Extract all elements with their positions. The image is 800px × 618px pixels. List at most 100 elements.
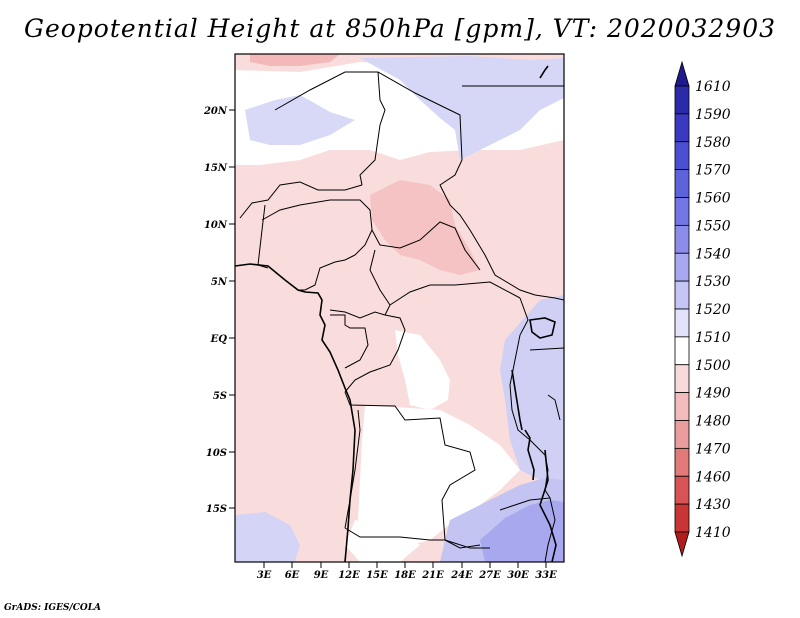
blue-region-southeast-dark <box>480 500 564 562</box>
colorbar-segment <box>674 364 690 394</box>
colorbar-top-triangle <box>674 60 690 87</box>
border-car-2 <box>389 281 521 306</box>
colorbar-segment <box>674 308 690 338</box>
map-frame <box>234 53 565 563</box>
lat-label: 5S <box>213 391 227 402</box>
colorbar-label: 1540 <box>695 246 731 262</box>
colorbar-label: 1570 <box>695 163 731 179</box>
colorbar-label: 1520 <box>695 302 731 318</box>
colorbar-segment <box>674 85 690 115</box>
colorbar-segment <box>674 420 690 449</box>
lat-label: 15S <box>206 504 227 515</box>
lon-label: 33E <box>535 570 557 581</box>
coastline-red-sea <box>539 65 549 79</box>
white-region-south <box>358 405 520 548</box>
colorbar: 1610 1590 1580 1570 1560 1550 1540 1530 1520 1510… <box>674 60 731 558</box>
colorbar-segment <box>674 392 690 421</box>
border-east-2 <box>529 347 564 351</box>
country-borders <box>239 71 564 562</box>
lon-label: 24E <box>450 570 473 581</box>
blue-region-east <box>500 295 564 490</box>
colorbar-segment <box>674 503 690 533</box>
colorbar-segment <box>674 169 690 198</box>
colorbar-segment <box>674 280 690 310</box>
lon-label: 30E <box>507 570 529 581</box>
colorbar-segment <box>674 447 690 477</box>
coastlines <box>235 65 557 562</box>
border-south <box>444 539 481 549</box>
border-north-2 <box>359 71 386 186</box>
grads-credit: GrADS: IGES/COLA <box>4 603 102 613</box>
lon-ticks <box>263 562 547 568</box>
colorbar-label: 1580 <box>695 135 731 151</box>
colorbar-segment <box>674 113 690 143</box>
colorbar-segment <box>674 252 690 282</box>
lon-label: 12E <box>338 570 360 581</box>
border-cameroon <box>298 254 356 291</box>
border-nigeria-2 <box>261 199 373 256</box>
colorbar-label: 1590 <box>695 107 731 123</box>
coastline-west-africa <box>235 263 356 562</box>
border-congo <box>329 309 406 393</box>
coastline-lakes-1 <box>511 369 523 431</box>
geopotential-field <box>235 54 564 562</box>
colorbar-label: 1410 <box>695 525 731 541</box>
lat-label: 10S <box>206 448 227 459</box>
border-gabon <box>330 314 369 369</box>
pink-region-center <box>370 180 480 275</box>
lat-label: 10N <box>204 220 228 231</box>
border-chad-car <box>371 221 481 271</box>
colorbar-segment <box>674 475 690 505</box>
lat-label: 5N <box>211 277 228 288</box>
white-region-coast <box>345 520 420 562</box>
colorbar-label: 1470 <box>695 441 731 457</box>
lon-labels: 3E 6E 9E 12E 15E 18E 21E 24E 27E 30E 33E <box>257 570 557 581</box>
colorbar-segment <box>674 197 690 226</box>
white-region-east <box>395 330 450 410</box>
lat-label: 15N <box>204 163 228 174</box>
colorbar-label: 1530 <box>695 274 731 290</box>
lon-label: 15E <box>366 570 388 581</box>
lon-label: 3E <box>257 570 272 581</box>
border-east-3 <box>547 394 561 421</box>
border-nigeria <box>257 204 269 269</box>
border-angola-west <box>344 409 361 529</box>
border-chad-niger <box>239 181 363 219</box>
lat-label: EQ <box>210 334 228 345</box>
coastline-east <box>539 449 557 562</box>
colorbar-bottom-triangle <box>674 531 690 558</box>
lon-label: 18E <box>394 570 416 581</box>
colorbar-label: 1510 <box>695 330 731 346</box>
colorbar-label: 1460 <box>695 469 731 485</box>
colorbar-segment <box>674 141 690 171</box>
lon-label: 6E <box>285 570 300 581</box>
colorbar-label: 1490 <box>695 386 731 402</box>
border-east <box>534 294 564 301</box>
lon-label: 21E <box>421 570 444 581</box>
colorbar-label: 1550 <box>695 218 731 234</box>
border-angola <box>344 391 476 541</box>
colorbar-label: 1480 <box>695 414 731 430</box>
lat-label: 20N <box>203 106 228 117</box>
colorbar-label: 1610 <box>695 79 731 95</box>
blue-region-northeast <box>360 56 564 160</box>
lon-label: 27E <box>478 570 501 581</box>
lat-ticks <box>229 109 235 509</box>
colorbar-segment <box>674 224 690 254</box>
coastline-lakes-2 <box>524 429 535 481</box>
lon-label: 9E <box>314 570 329 581</box>
colorbar-label: 1430 <box>695 497 731 513</box>
border-sudan <box>439 159 536 296</box>
blue-region-southwest <box>235 512 300 562</box>
blue-region-northwest <box>245 95 355 145</box>
colorbar-segment <box>674 336 690 366</box>
border-angola-south <box>344 527 490 549</box>
lat-labels: 20N 15N 10N 5N EQ 5S 10S 15S <box>203 106 228 515</box>
map-title: Geopotential Height at 850hPa [gpm], VT:… <box>23 14 777 43</box>
border-car <box>369 249 391 316</box>
coastline-lake-victoria <box>529 317 556 339</box>
pink-strip-top <box>250 54 340 66</box>
colorbar-label: 1500 <box>695 358 731 374</box>
colorbar-label: 1560 <box>695 191 731 207</box>
